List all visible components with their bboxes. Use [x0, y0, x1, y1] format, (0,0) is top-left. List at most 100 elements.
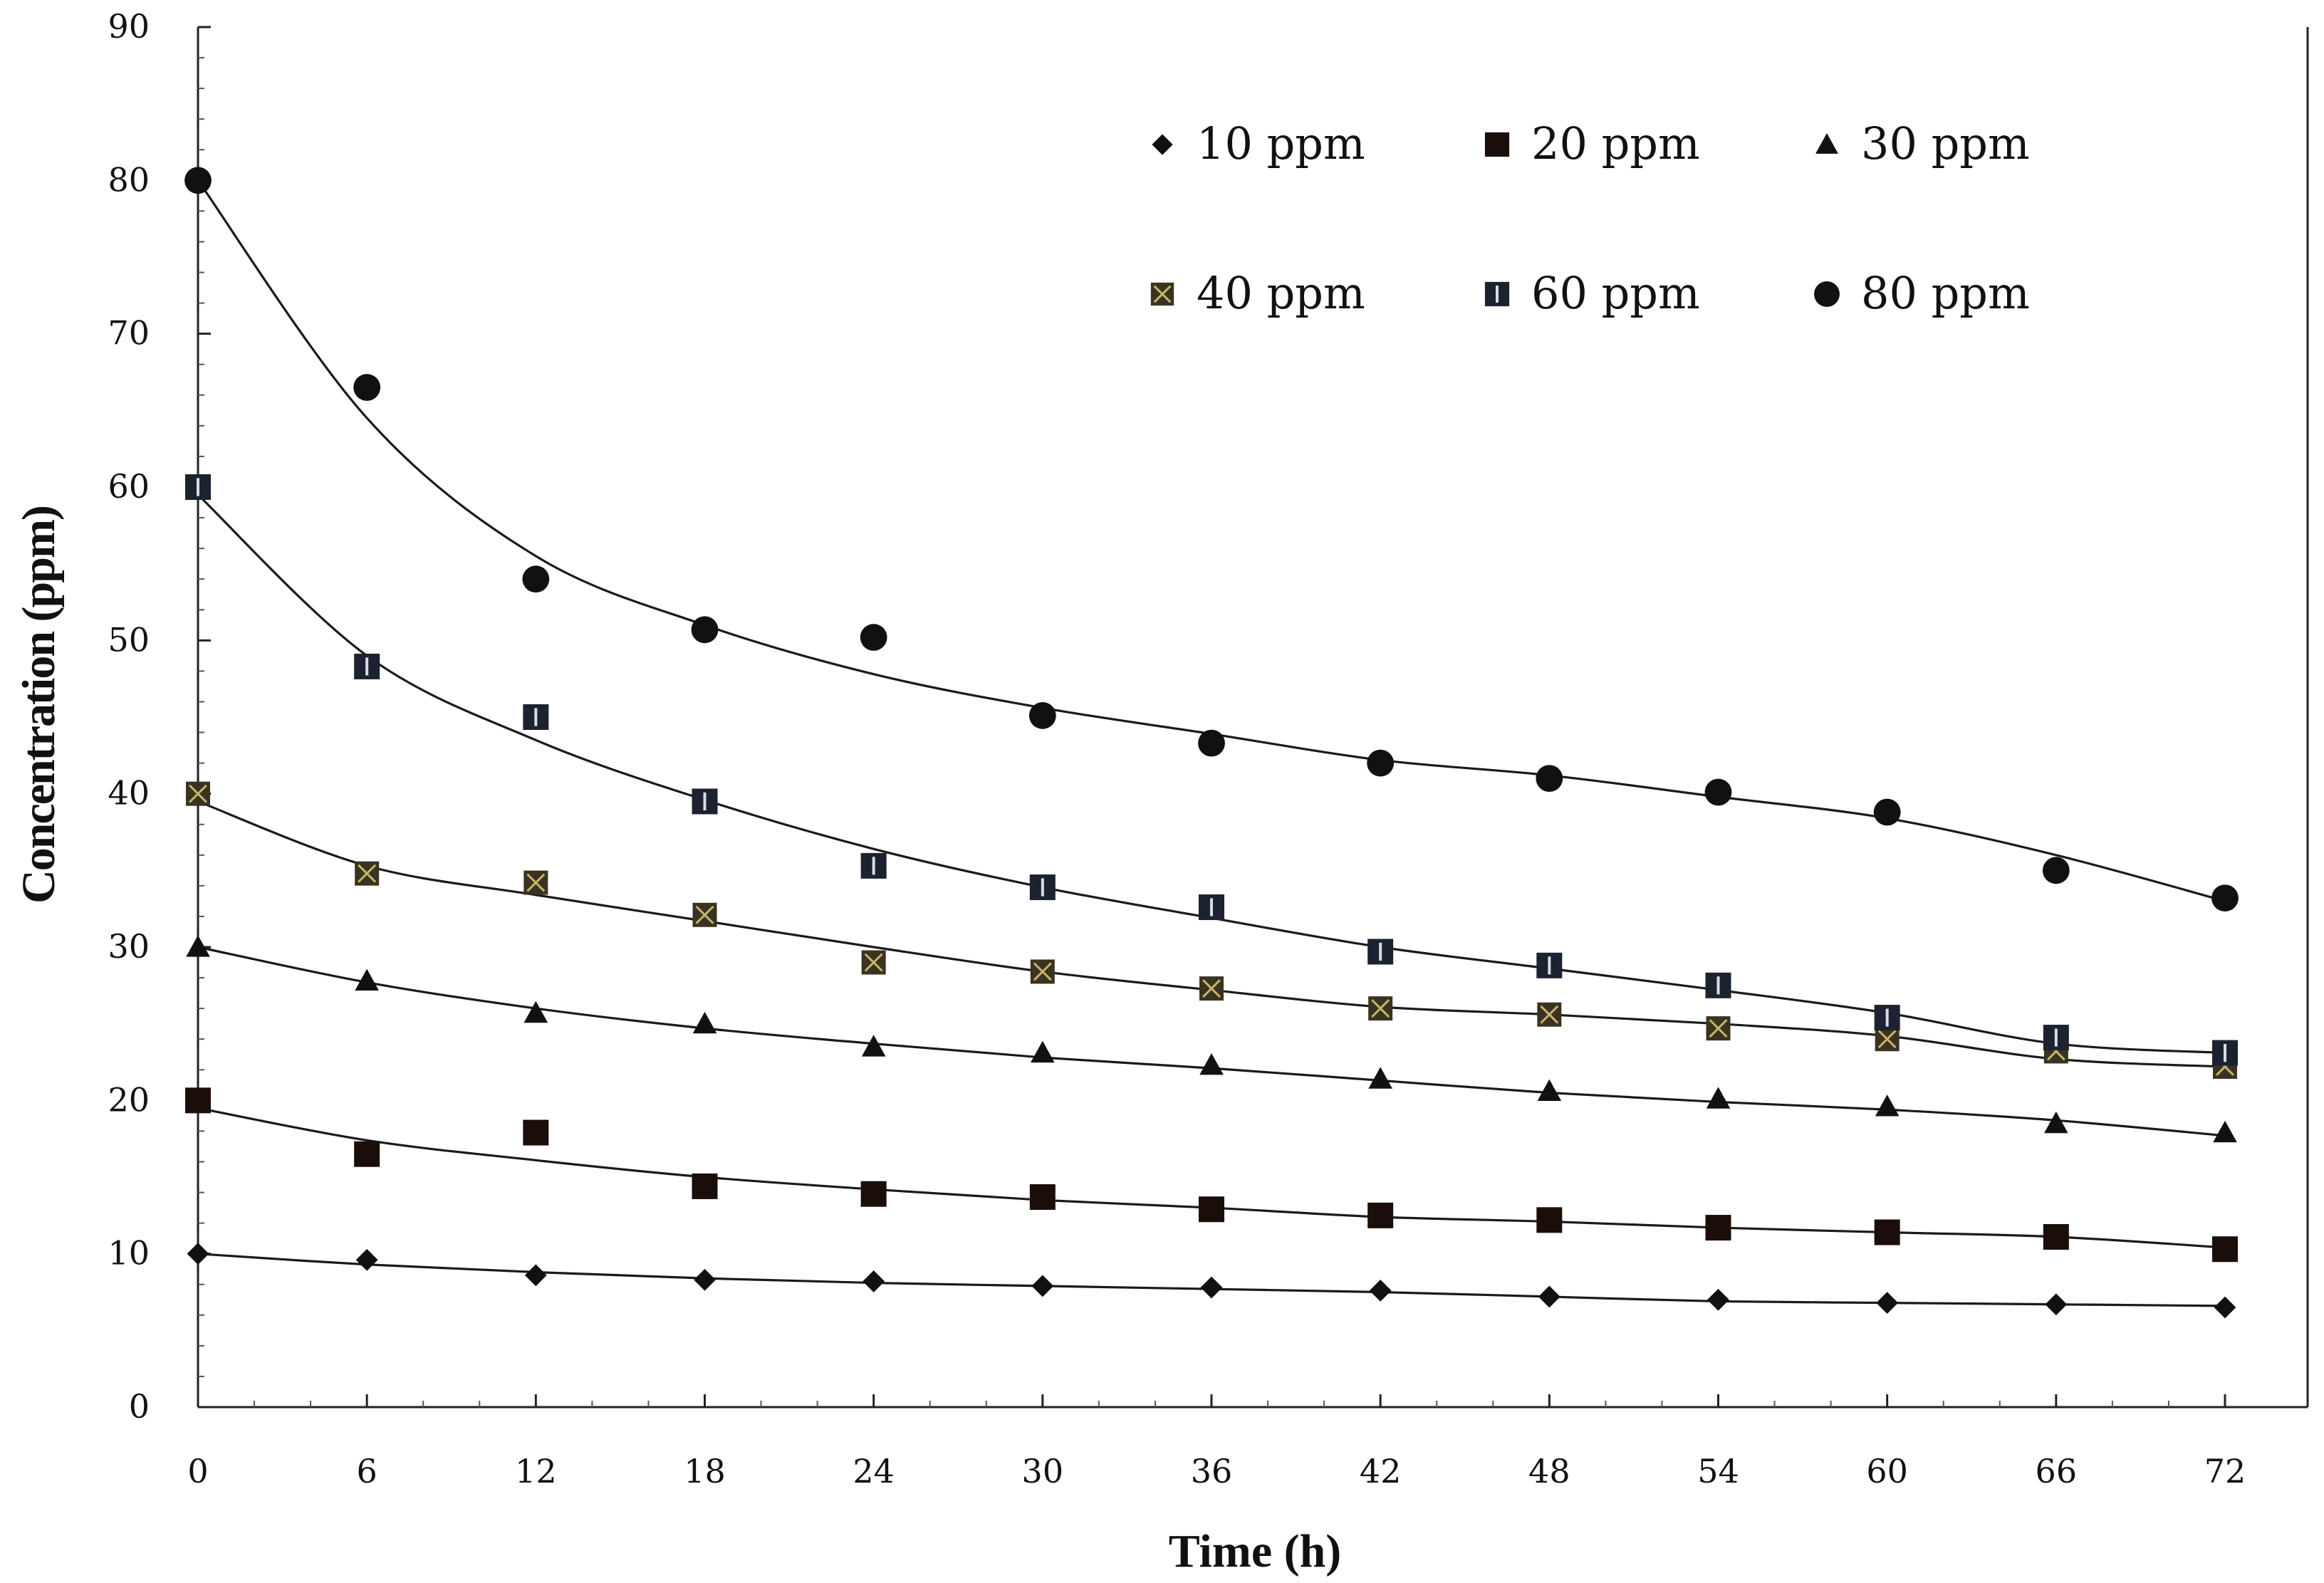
data-point-40-ppm: [1537, 1002, 1562, 1027]
data-point-60-ppm: [860, 852, 887, 879]
data-point-80-ppm: [1873, 798, 1901, 826]
marker-shape: [523, 1119, 549, 1146]
y-axis-title: Concentration (ppm): [13, 506, 65, 904]
marker-cross: [695, 905, 714, 924]
data-point-30-ppm: [2044, 1111, 2068, 1134]
marker-shape: [353, 374, 381, 401]
x-tick-label: 0: [187, 1452, 208, 1490]
marker-shape: [185, 1087, 211, 1114]
data-point-20-ppm: [2212, 1236, 2238, 1263]
data-point-60-ppm: [692, 788, 718, 815]
legend: 10 ppm 20 ppm 30 ppm 40 ppm 60 ppm 80 ppm: [1150, 117, 2030, 319]
data-point-20-ppm: [1705, 1215, 1731, 1241]
legend-label: 20 ppm: [1531, 117, 1700, 169]
x-tick-label: 24: [853, 1452, 895, 1490]
data-point-10-ppm: [187, 1243, 209, 1265]
marker-shape: [1876, 1292, 1899, 1314]
marker-shape: [692, 1173, 718, 1199]
data-point-80-ppm: [2211, 884, 2239, 911]
data-point-10-ppm: [1200, 1276, 1223, 1299]
legend-label: 40 ppm: [1197, 267, 1365, 319]
marker-shape: [2045, 1293, 2068, 1316]
marker-shape: [1367, 1202, 1394, 1228]
data-point-20-ppm: [1029, 1184, 1056, 1210]
marker-shape: [1874, 1219, 1900, 1245]
legend-label: 60 ppm: [1531, 267, 1700, 319]
marker-shape: [1368, 1067, 1392, 1089]
data-markers-layer: [184, 167, 2239, 1319]
data-point-60-ppm: [2212, 1040, 2238, 1066]
marker-shape: [1707, 1288, 1729, 1311]
marker-shape: [1537, 1079, 1562, 1102]
data-point-20-ppm: [1874, 1219, 1900, 1245]
marker-shape: [1031, 1040, 1055, 1063]
marker-shape: [863, 1270, 885, 1292]
data-point-20-ppm: [1367, 1202, 1394, 1228]
legend-item: 10 ppm: [1152, 117, 1365, 169]
x-tick-label: 72: [2204, 1452, 2246, 1490]
marker-cross: [526, 873, 546, 892]
y-tick-label: 40: [108, 774, 150, 813]
data-point-30-ppm: [1706, 1087, 1731, 1109]
marker-cross: [358, 864, 377, 883]
legend-marker: [1814, 281, 1840, 307]
data-point-40-ppm: [692, 902, 717, 927]
legend-item: 20 ppm: [1484, 117, 1700, 169]
marker-shape: [2042, 857, 2070, 884]
data-point-30-ppm: [1368, 1067, 1392, 1089]
data-point-10-ppm: [1707, 1288, 1729, 1311]
marker-shape: [355, 1248, 378, 1271]
data-point-60-ppm: [523, 704, 549, 730]
data-point-80-ppm: [353, 374, 381, 401]
x-tick-label: 18: [684, 1452, 726, 1490]
marker-cross: [1371, 999, 1390, 1018]
legend-label: 80 ppm: [1861, 267, 2030, 319]
marker-shape: [2044, 1111, 2068, 1134]
x-tick-label: 30: [1022, 1452, 1064, 1490]
marker-cross: [1709, 1019, 1728, 1038]
data-point-60-ppm: [185, 474, 211, 500]
data-point-30-ppm: [186, 935, 210, 957]
data-point-10-ppm: [863, 1270, 885, 1292]
marker-shape: [1367, 749, 1395, 777]
data-point-20-ppm: [860, 1181, 887, 1207]
data-point-60-ppm: [1536, 952, 1563, 978]
marker-shape: [2213, 1120, 2237, 1143]
marker-cross: [1877, 1030, 1897, 1049]
marker-shape: [2214, 1296, 2236, 1319]
marker-shape: [1536, 1207, 1563, 1233]
data-point-30-ppm: [1199, 1053, 1224, 1075]
legend-item: 80 ppm: [1814, 267, 2030, 319]
data-point-30-ppm: [1875, 1094, 1900, 1117]
y-tick-label: 90: [108, 7, 150, 46]
x-tick-label: 66: [2036, 1452, 2078, 1490]
data-point-20-ppm: [1199, 1196, 1224, 1223]
data-point-60-ppm: [1705, 972, 1731, 998]
y-tick-label: 10: [108, 1234, 150, 1273]
y-tick-label: 70: [108, 314, 150, 352]
marker-shape: [1029, 1184, 1056, 1210]
y-tick-label: 20: [108, 1080, 150, 1119]
data-point-10-ppm: [1876, 1292, 1899, 1314]
y-tick-label: 50: [108, 620, 150, 659]
marker-shape: [1369, 1279, 1392, 1302]
data-point-40-ppm: [861, 950, 886, 975]
data-point-30-ppm: [355, 968, 379, 991]
legend-marker: [1152, 134, 1173, 155]
data-point-20-ppm: [354, 1141, 380, 1167]
y-tick-label: 30: [108, 927, 150, 966]
x-tick-label: 6: [357, 1452, 377, 1490]
marker-cross: [864, 953, 883, 972]
data-point-80-ppm: [1536, 765, 1563, 793]
marker-shape: [2211, 884, 2239, 911]
fit-curve-60-ppm: [197, 493, 2226, 1055]
x-tick-label: 48: [1528, 1452, 1570, 1490]
data-point-10-ppm: [355, 1248, 378, 1271]
data-point-80-ppm: [1028, 701, 1056, 729]
data-point-80-ppm: [2042, 857, 2070, 884]
marker-shape: [355, 968, 379, 991]
y-tick-label: 80: [108, 160, 150, 199]
data-point-10-ppm: [694, 1268, 716, 1291]
legend-marker: [1484, 281, 1510, 307]
